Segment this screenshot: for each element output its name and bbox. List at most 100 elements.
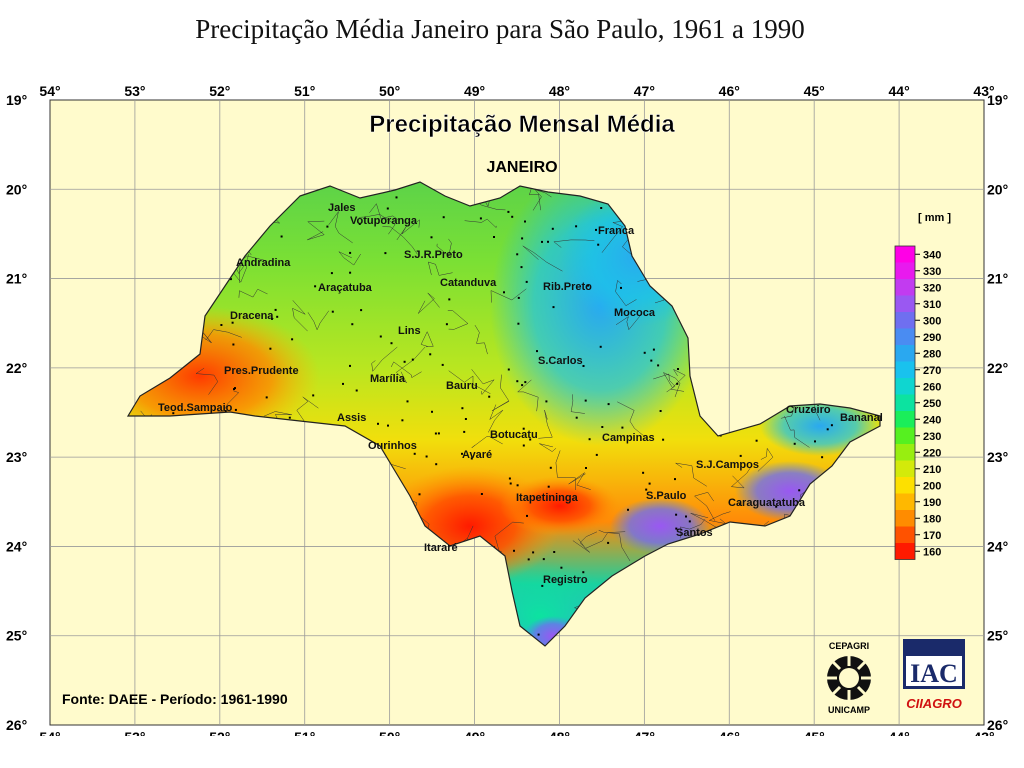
latitude-label-right: 22° xyxy=(987,360,1008,376)
city-label: Jales xyxy=(328,202,356,214)
source-note: Fonte: DAEE - Período: 1961-1990 xyxy=(62,691,288,707)
legend-label: 220 xyxy=(923,447,941,459)
city-label: Lins xyxy=(398,325,421,337)
legend-swatch xyxy=(895,312,915,329)
city-label: Itararé xyxy=(424,542,458,554)
city-label: Votuporanga xyxy=(350,215,418,227)
legend-swatch xyxy=(895,394,915,411)
latitude-label-right: 26° xyxy=(987,717,1008,733)
latitude-label-left: 21° xyxy=(6,271,27,287)
longitude-label-top: 45° xyxy=(804,86,825,99)
legend-label: 340 xyxy=(923,249,941,261)
city-label: S.J.Campos xyxy=(696,459,759,471)
legend-swatch xyxy=(895,493,915,510)
precipitation-map: Precipitação Mensal Média JANEIRO 54° 54°… xyxy=(0,86,1024,736)
legend-swatch xyxy=(895,345,915,362)
city-label: Teod.Sampaio xyxy=(158,402,233,414)
latitude-label-right: 23° xyxy=(987,449,1008,465)
longitude-label-top: 49° xyxy=(464,86,485,99)
latitude-label-left: 20° xyxy=(6,181,27,197)
legend-unit: [ mm ] xyxy=(918,212,951,224)
map-title: Precipitação Mensal Média xyxy=(369,111,675,138)
longitude-label-bottom: 45° xyxy=(804,729,825,736)
legend-swatch xyxy=(895,460,915,477)
city-label: Dracena xyxy=(230,310,274,322)
city-label: Bauru xyxy=(446,380,478,392)
city-label: Botucatu xyxy=(490,429,538,441)
legend-label: 180 xyxy=(923,513,941,525)
latitude-label-left: 19° xyxy=(6,92,27,108)
city-label: S.J.R.Preto xyxy=(404,249,463,261)
map-subtitle: JANEIRO xyxy=(486,159,557,176)
ciiagro-logo-text: CIIAGRO xyxy=(906,696,962,711)
latitude-label-right: 25° xyxy=(987,628,1008,644)
coordinate-labels: 54° 54° 53° 53° 52° 52° 51° 51° 50° 50° 49° 49° 48° 4… xyxy=(6,86,1008,736)
longitude-label-bottom: 54° xyxy=(39,729,60,736)
city-label: Catanduva xyxy=(440,277,497,289)
city-label: Assis xyxy=(337,412,366,424)
city-label: Pres.Prudente xyxy=(224,365,299,377)
city-label: Franca xyxy=(598,225,635,237)
legend-swatch xyxy=(895,543,915,560)
cepagri-logo-bottom-text: UNICAMP xyxy=(828,705,870,715)
legend-swatch xyxy=(895,411,915,428)
city-label: Araçatuba xyxy=(318,282,373,294)
city-label: Mococa xyxy=(614,307,656,319)
state-outline xyxy=(126,181,881,647)
legend-swatch xyxy=(895,246,915,263)
legend-label: 200 xyxy=(923,480,941,492)
legend-label: 240 xyxy=(923,414,941,426)
longitude-label-bottom: 44° xyxy=(889,729,910,736)
city-label: Marília xyxy=(370,373,406,385)
legend-label: 230 xyxy=(923,431,941,443)
latitude-label-right: 24° xyxy=(987,538,1008,554)
legend-label: 300 xyxy=(923,315,941,327)
legend-label: 270 xyxy=(923,365,941,377)
city-label: Itapetininga xyxy=(516,492,579,504)
longitude-label-top: 44° xyxy=(889,86,910,99)
latitude-label-right: 19° xyxy=(987,92,1008,108)
city-label: S.Paulo xyxy=(646,490,687,502)
latitude-label-left: 25° xyxy=(6,628,27,644)
longitude-label-top: 54° xyxy=(39,86,60,99)
longitude-label-bottom: 50° xyxy=(379,729,400,736)
iac-logo-text: IAC xyxy=(910,659,958,688)
longitude-label-top: 48° xyxy=(549,86,570,99)
longitude-label-bottom: 49° xyxy=(464,729,485,736)
longitude-label-top: 50° xyxy=(379,86,400,99)
city-label: Ourinhos xyxy=(368,440,417,452)
legend-label: 330 xyxy=(923,266,941,278)
city-label: Registro xyxy=(543,574,588,586)
city-label: Avaré xyxy=(462,449,492,461)
latitude-label-left: 24° xyxy=(6,538,27,554)
city-label: Santos xyxy=(676,527,713,539)
longitude-label-bottom: 47° xyxy=(634,729,655,736)
legend-label: 260 xyxy=(923,381,941,393)
city-label: Bananal xyxy=(840,412,883,424)
color-legend: 340 330 320 310 300 290 280 270 260 250 240 230 220 2… xyxy=(894,245,941,560)
longitude-label-top: 52° xyxy=(209,86,230,99)
city-label: Andradina xyxy=(236,257,291,269)
legend-label: 190 xyxy=(923,497,941,509)
legend-swatch xyxy=(895,295,915,312)
latitude-label-left: 22° xyxy=(6,360,27,376)
latitude-label-left: 23° xyxy=(6,449,27,465)
city-label: S.Carlos xyxy=(538,355,583,367)
cepagri-logo-top-text: CEPAGRI xyxy=(829,641,869,651)
legend-swatch xyxy=(895,262,915,279)
legend-label: 170 xyxy=(923,530,941,542)
longitude-label-top: 51° xyxy=(294,86,315,99)
latitude-label-left: 26° xyxy=(6,717,27,733)
longitude-label-top: 53° xyxy=(124,86,145,99)
city-label: Campinas xyxy=(602,432,655,444)
legend-swatch xyxy=(895,361,915,378)
legend-swatch xyxy=(895,427,915,444)
legend-swatch xyxy=(895,526,915,543)
longitude-label-top: 47° xyxy=(634,86,655,99)
city-label: Cruzeiro xyxy=(786,404,831,416)
iac-logo: IAC CIIAGRO xyxy=(903,639,965,711)
longitude-label-bottom: 48° xyxy=(549,729,570,736)
legend-label: 290 xyxy=(923,332,941,344)
longitude-label-bottom: 43° xyxy=(973,729,994,736)
